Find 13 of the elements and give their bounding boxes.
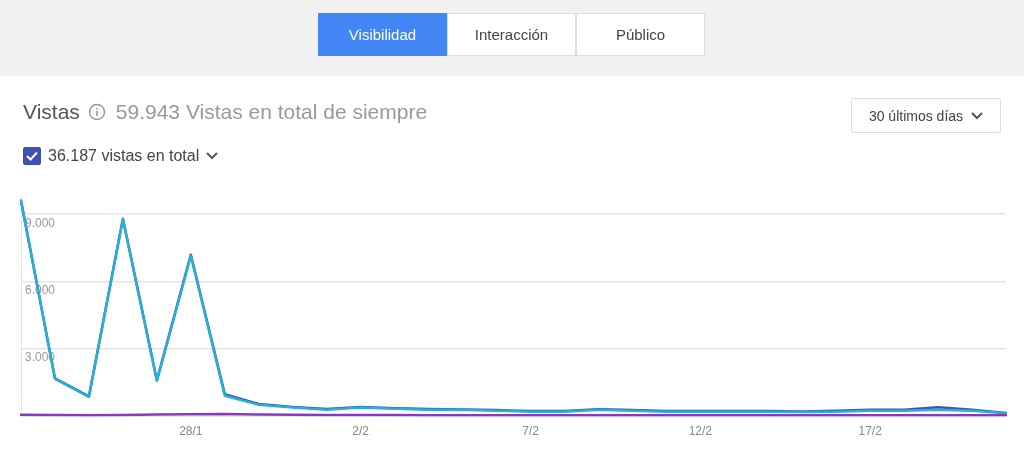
chart-title: Vistas [23, 100, 80, 124]
y-tick-label: 9.000 [25, 215, 56, 230]
text: 30 últimos días [868, 107, 964, 124]
text: Público [576, 13, 705, 56]
x-tick-label: 17/2 [858, 424, 883, 439]
text: Interacción [447, 13, 576, 56]
text: Visibilidad [318, 13, 447, 56]
x-tick-label: 2/2 [352, 424, 370, 439]
chart-subtitle: 59.943 Vistas en total de siempre [115, 100, 428, 124]
x-tick-label: 28/1 [179, 424, 203, 439]
x-tick-label: 7/2 [522, 424, 540, 439]
text: 36.187 vistas en total [48, 147, 200, 165]
x-tick-label: 12/2 [688, 424, 713, 439]
